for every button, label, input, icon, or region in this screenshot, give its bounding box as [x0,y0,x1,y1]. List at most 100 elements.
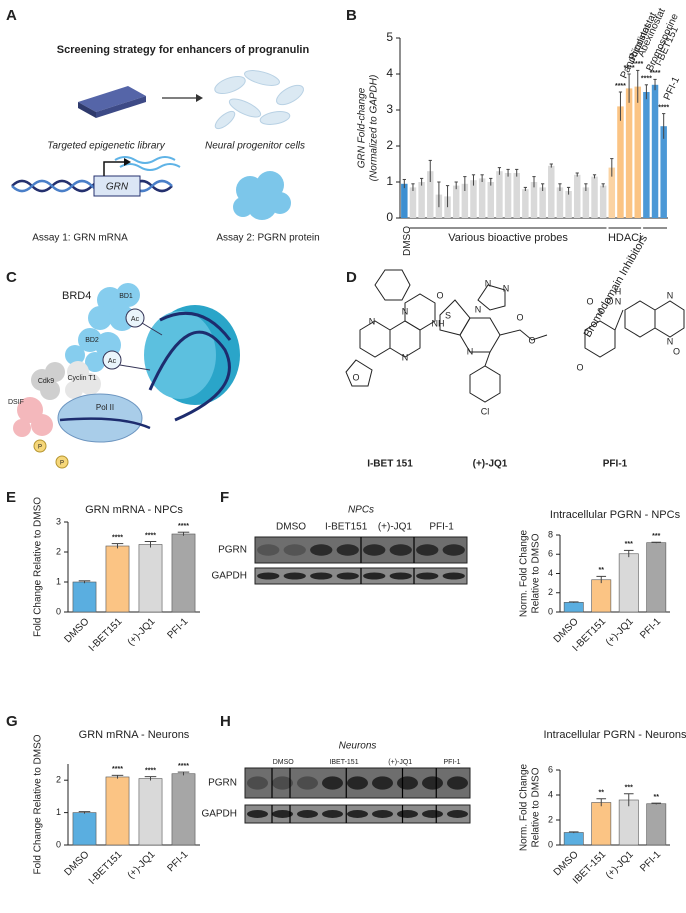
blot-band [297,776,318,790]
chart-title: GRN mRNA - Neurons [79,729,190,741]
y-tick-label: 1 [56,807,61,817]
row-label: PGRN [208,778,237,789]
panel-label: A [6,7,17,24]
protein-label: Cyclin T1 [67,375,96,382]
lane-label: I-BET151 [325,522,368,533]
atom-label: N [667,290,674,300]
y-tick-label: 4 [386,66,393,80]
blot-band [389,572,412,580]
bar [105,545,130,613]
y-tick-label: 1 [386,174,393,188]
x-tick-label: (+)-JQ1 [126,849,158,881]
x-tick-label: PFI-1 [165,616,190,641]
x-tick-label: DMSO [62,616,91,645]
connector [141,322,163,336]
blot-band [416,544,439,556]
blot-band [272,776,293,790]
domain-label: BD1 [119,293,133,300]
phospho-mark [55,455,69,469]
blot-band [257,572,280,580]
nucleosome [144,311,216,399]
panel-d [345,269,685,403]
bar [646,542,667,613]
blot-title: NPCs [348,505,374,516]
bar [487,182,495,218]
atom-label: N [369,316,376,326]
y-axis-label: Fold Change Relative to DMSO [33,734,44,874]
blot-title: Neurons [339,741,377,752]
ac-label: Ac [108,358,117,365]
blot-band [283,572,306,580]
y-axis-label: Relative to DMSO [531,767,542,847]
bar [625,88,633,219]
phospho-label: P [38,445,42,451]
blot-band [310,572,333,580]
blot-band [363,572,386,580]
bar [496,171,503,218]
assay-label: Assay 1: GRN mRNA [32,233,128,244]
atom-label: H [615,286,622,296]
dna-strand [159,311,232,341]
arrow [196,94,203,102]
bar [138,544,163,613]
x-tick-label: (+)-JQ1 [126,616,158,648]
lane-label: PFI-1 [429,522,454,533]
bar [651,84,659,218]
plate-icon [96,96,146,118]
atom-label: N [485,278,492,288]
blot-band [247,810,268,818]
significance-label: *** [625,541,633,548]
cyclin-icon [65,361,101,399]
atom-label: O [606,296,613,306]
bond [614,309,624,331]
atom-label: N [475,304,482,314]
x-tick-label: PFI-1 [638,616,663,641]
cdk9-icon [31,362,65,400]
blot-band [372,810,393,818]
atom-label: O [586,296,593,306]
bar [504,173,512,218]
brd4-icon [65,283,140,372]
significance-label: **** [178,523,189,530]
blot-band [422,776,443,790]
cells-label: Neural progenitor cells [205,141,305,152]
ac-mark [125,308,145,328]
y-tick-label: 4 [548,789,553,799]
blot-band [397,776,418,790]
y-tick-label: 3 [56,516,61,526]
bar [478,178,486,218]
lane-label: (+)-JQ1 [388,759,412,766]
bond [469,365,501,403]
blot-band [257,544,280,556]
compound-name: (+)-JQ1 [473,459,508,470]
mrna-icon [114,156,176,164]
blot-band [336,544,359,556]
atom-label: N [615,296,622,306]
bar [530,182,538,218]
bar [72,812,97,846]
lane-label: DMSO [273,759,295,766]
blot-band [447,810,468,818]
significance-label: ** [654,794,660,801]
assay-label: Assay 2: PGRN protein [216,233,319,244]
bar [427,171,434,218]
lane-label: (+)-JQ1 [378,522,413,533]
ac-mark [102,350,122,370]
y-axis-label: (Normalized to GAPDH) [369,75,380,182]
dna-icon [11,179,173,193]
lane-label: DMSO [276,522,306,533]
bar [634,86,641,218]
y-tick-label: 5 [386,30,393,44]
y-axis-label: Relative to DMSO [531,533,542,613]
atom-label: N [402,306,409,316]
x-tick-label: I-BET151 [87,616,125,654]
y-tick-label: 6 [548,764,553,774]
bar [591,579,612,613]
blot-band [416,572,439,580]
row-label: GAPDH [201,809,237,820]
bar [660,126,667,218]
bar [461,183,469,218]
panel-label: D [346,269,357,286]
phospho-mark [33,439,47,453]
